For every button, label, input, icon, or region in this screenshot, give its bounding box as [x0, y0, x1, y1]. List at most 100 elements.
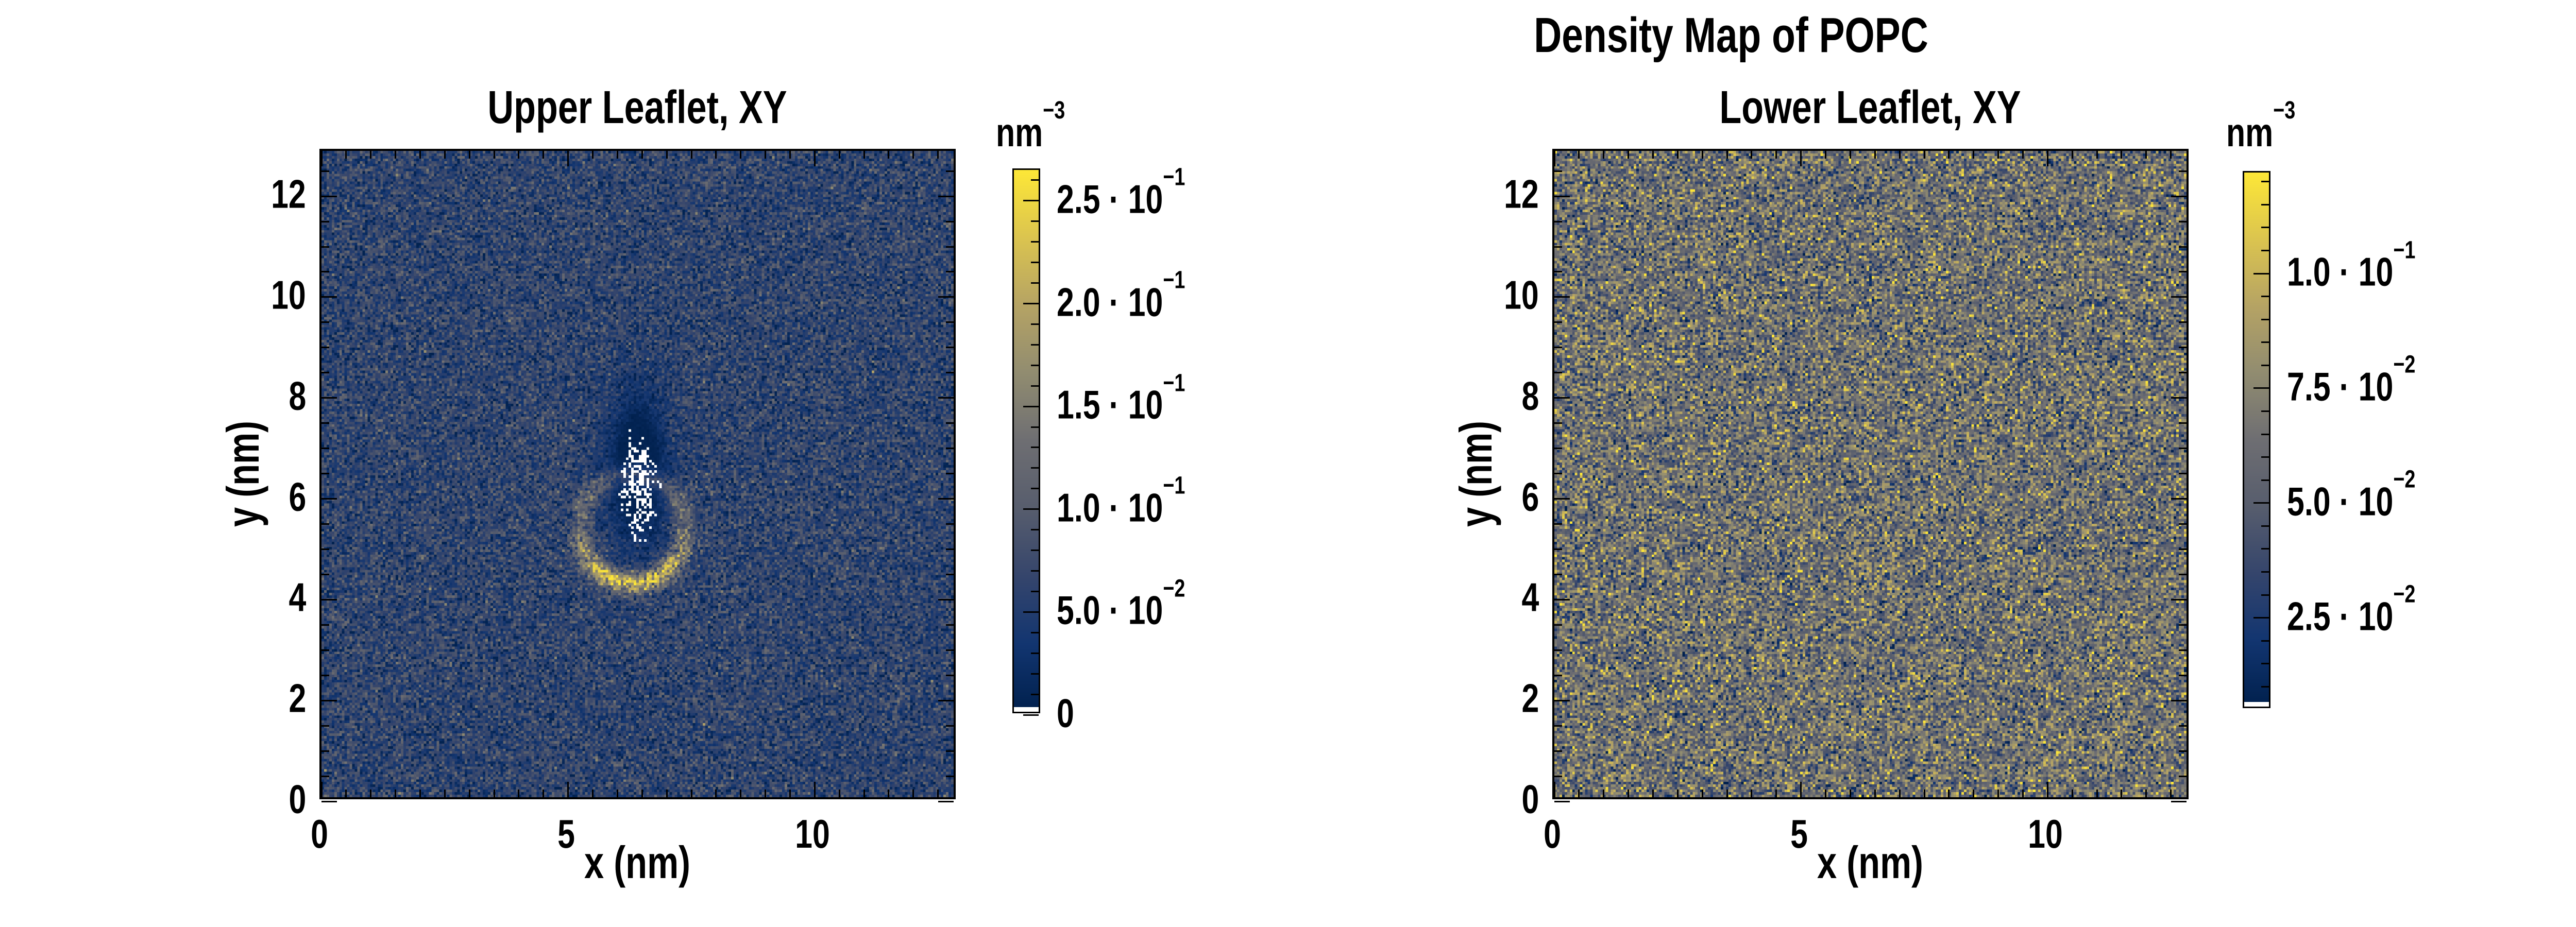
- axis-tick: [1800, 782, 1802, 797]
- axis-tick: [321, 649, 329, 651]
- x-tick-label: 0: [1544, 811, 1561, 856]
- axis-tick: [1554, 246, 1562, 248]
- axis-tick: [543, 151, 545, 159]
- axis-tick: [321, 448, 329, 450]
- axis-tick: [321, 195, 337, 197]
- axis-tick: [1554, 473, 1562, 475]
- axis-tick: [1031, 220, 1039, 222]
- axis-tick: [2171, 699, 2187, 701]
- axis-tick: [2261, 433, 2269, 435]
- axis-tick: [1775, 151, 1777, 159]
- axis-tick: [321, 624, 329, 626]
- axis-tick: [863, 151, 865, 159]
- colorbar-gradient: [2244, 173, 2269, 707]
- figure-title: Density Map of POPC: [1534, 8, 1928, 63]
- axis-tick: [444, 151, 446, 159]
- axis-tick: [2179, 775, 2187, 777]
- axis-tick: [1554, 649, 1562, 651]
- axis-tick: [1023, 405, 1039, 407]
- y-tick-label: 6: [1521, 474, 1539, 520]
- y-tick-label: 12: [271, 171, 306, 217]
- axis-tick: [2261, 203, 2269, 205]
- axis-tick: [1701, 789, 1703, 797]
- colorbar-tick-label: 1.5 · 10−1: [1057, 369, 1185, 427]
- axis-tick: [2121, 151, 2123, 159]
- axis-tick: [938, 195, 954, 197]
- axis-tick: [1800, 151, 1802, 166]
- axis-tick: [1554, 523, 1562, 525]
- colorbar-tick-label: 2.5 · 10−2: [2287, 580, 2416, 639]
- axis-tick: [1652, 151, 1654, 159]
- axis-tick: [468, 789, 470, 797]
- axis-tick: [2179, 372, 2187, 374]
- axis-tick: [370, 789, 372, 797]
- y-tick-label: 8: [1521, 373, 1539, 419]
- axis-tick: [690, 151, 692, 159]
- axis-tick: [2261, 479, 2269, 481]
- axis-tick: [946, 271, 954, 273]
- axis-tick: [2261, 525, 2269, 527]
- axis-tick: [1554, 800, 1570, 802]
- axis-tick: [946, 372, 954, 374]
- axis-tick: [740, 151, 742, 159]
- colorbar-unit-label: nm−3: [996, 96, 1065, 155]
- axis-tick: [1031, 570, 1039, 572]
- axis-tick: [1578, 151, 1580, 159]
- axis-tick: [1825, 151, 1827, 159]
- axis-tick: [1031, 652, 1039, 654]
- axis-tick: [1031, 488, 1039, 490]
- heatmap-upper-leaflet: [319, 149, 956, 802]
- axis-tick: [1554, 220, 1562, 222]
- axis-tick: [370, 151, 372, 159]
- axis-tick: [321, 473, 329, 475]
- axis-tick: [1554, 296, 1570, 298]
- axis-tick: [321, 372, 329, 374]
- axis-tick: [2179, 422, 2187, 424]
- axis-tick: [1676, 151, 1679, 159]
- y-tick-label: 4: [289, 574, 306, 620]
- axis-tick: [321, 347, 329, 349]
- axis-tick: [938, 699, 954, 701]
- axis-tick: [320, 151, 323, 166]
- x-tick-label: 10: [795, 811, 831, 856]
- axis-tick: [321, 548, 329, 550]
- axis-tick: [518, 151, 520, 159]
- axis-tick: [321, 725, 329, 727]
- axis-tick: [1554, 598, 1570, 600]
- axis-tick: [912, 151, 914, 159]
- axis-tick: [912, 789, 914, 797]
- axis-tick: [937, 151, 939, 159]
- axis-tick: [1603, 151, 1605, 159]
- axis-tick: [321, 598, 337, 600]
- axis-tick: [666, 151, 668, 159]
- axis-tick: [321, 800, 337, 802]
- axis-tick: [1849, 151, 1851, 159]
- axis-tick: [1031, 426, 1039, 428]
- axis-tick: [1554, 624, 1562, 626]
- x-tick-label: 0: [311, 811, 328, 856]
- axis-tick: [444, 789, 446, 797]
- axis-tick: [2096, 151, 2098, 159]
- axis-tick: [616, 151, 618, 159]
- axis-tick: [946, 775, 954, 777]
- axis-tick: [1603, 789, 1605, 797]
- axis-tick: [2261, 364, 2269, 366]
- axis-tick: [2179, 750, 2187, 752]
- axis-tick: [321, 271, 329, 273]
- axis-tick: [321, 321, 329, 323]
- axis-tick: [2171, 800, 2187, 802]
- axis-tick: [2261, 341, 2269, 344]
- axis-tick: [1997, 151, 1999, 159]
- axis-tick: [1726, 789, 1728, 797]
- axis-tick: [1023, 303, 1039, 304]
- colorbar-gradient: [1014, 170, 1039, 712]
- axis-tick: [567, 782, 569, 797]
- axis-tick: [666, 789, 668, 797]
- x-tick-label: 5: [1790, 811, 1808, 856]
- y-axis-label: y (nm): [217, 421, 268, 527]
- axis-tick: [345, 789, 347, 797]
- axis-tick: [616, 789, 618, 797]
- axis-tick: [2179, 523, 2187, 525]
- axis-tick: [1825, 789, 1827, 797]
- axis-tick: [1031, 323, 1039, 325]
